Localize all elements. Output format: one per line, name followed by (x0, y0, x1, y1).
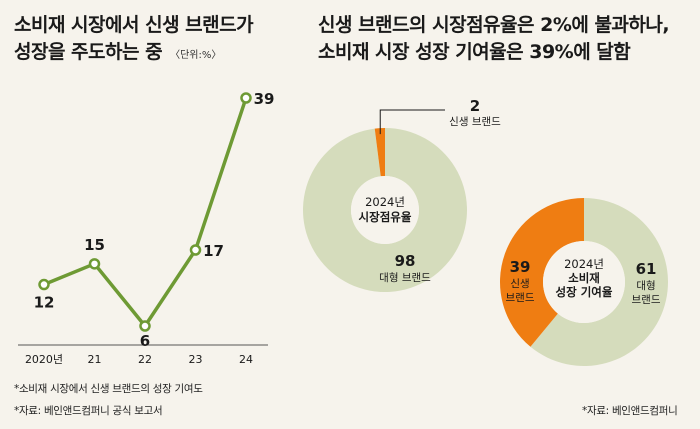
leader-line (379, 109, 445, 135)
data-label: 12 (34, 294, 55, 312)
slice-name-label: 대형 브랜드 (379, 272, 431, 284)
data-label: 6 (140, 332, 150, 350)
data-point (189, 244, 202, 256)
data-point (88, 258, 101, 270)
x-tick-label: 24 (239, 353, 253, 366)
data-label: 39 (254, 90, 275, 108)
center-label: 2024년 (564, 257, 604, 271)
donut-hole (543, 241, 625, 323)
slice-value-label: 2 (470, 97, 480, 115)
footnote-contribution: *소비재 시장에서 신생 브랜드의 성장 기여도 (14, 383, 203, 395)
slice-new-brands (374, 128, 385, 177)
x-tick-label: 23 (189, 353, 203, 366)
slice-new-brands (500, 198, 584, 347)
donut-charts-title: 신생 브랜드의 시장점유율은 2%에 불과하나, 소비재 시장 성장 기여율은 … (318, 12, 670, 66)
unit-label: 〈단위:%〉 (170, 50, 222, 61)
data-point (38, 278, 50, 291)
line-chart-title-line1: 소비재 시장에서 신생 브랜드가 (14, 14, 254, 36)
x-tick-label: 2020년 (25, 353, 63, 366)
data-label: 15 (84, 236, 105, 254)
center-label: 성장 기여율 (556, 285, 613, 299)
data-point (240, 92, 252, 104)
slice-value-label: 39 (510, 258, 531, 276)
footnote-source-left: *자료: 베인앤드컴퍼니 공식 보고서 (14, 405, 163, 417)
slice-name-label: 대형 (636, 280, 655, 292)
data-point (139, 320, 151, 332)
slice-name-label: 브랜드 (506, 292, 535, 304)
series-line (43, 97, 248, 328)
center-label: 2024년 (365, 195, 405, 209)
slice-value-label: 98 (395, 252, 416, 270)
slice-large-brands (302, 128, 467, 292)
slice-large-brands (530, 198, 668, 366)
line-chart-title-line2: 성장을 주도하는 중 (14, 41, 163, 63)
center-label: 시장점유율 (359, 210, 412, 224)
x-tick-label: 21 (88, 353, 102, 366)
center-label: 소비재 (568, 271, 600, 285)
data-label: 17 (203, 242, 224, 260)
slice-name-label: 신생 브랜드 (449, 116, 501, 128)
donut-charts-title-line2: 소비재 시장 성장 기여율은 39%에 달함 (318, 41, 631, 63)
slice-name-label: 브랜드 (632, 294, 661, 306)
line-chart: 2020년 21 22 23 24 12 15 6 17 39 (18, 90, 274, 366)
x-tick-label: 22 (138, 353, 152, 366)
footnote-source-right: *자료: 베인앤드컴퍼니 (582, 405, 678, 417)
donut-charts-title-line1: 신생 브랜드의 시장점유율은 2%에 불과하나, (318, 14, 670, 36)
slice-name-label: 신생 (510, 278, 529, 290)
slice-value-label: 61 (636, 260, 657, 278)
line-chart-title: 소비재 시장에서 신생 브랜드가 성장을 주도하는 중 〈단위:%〉 (14, 12, 254, 69)
donut-hole (351, 176, 419, 244)
